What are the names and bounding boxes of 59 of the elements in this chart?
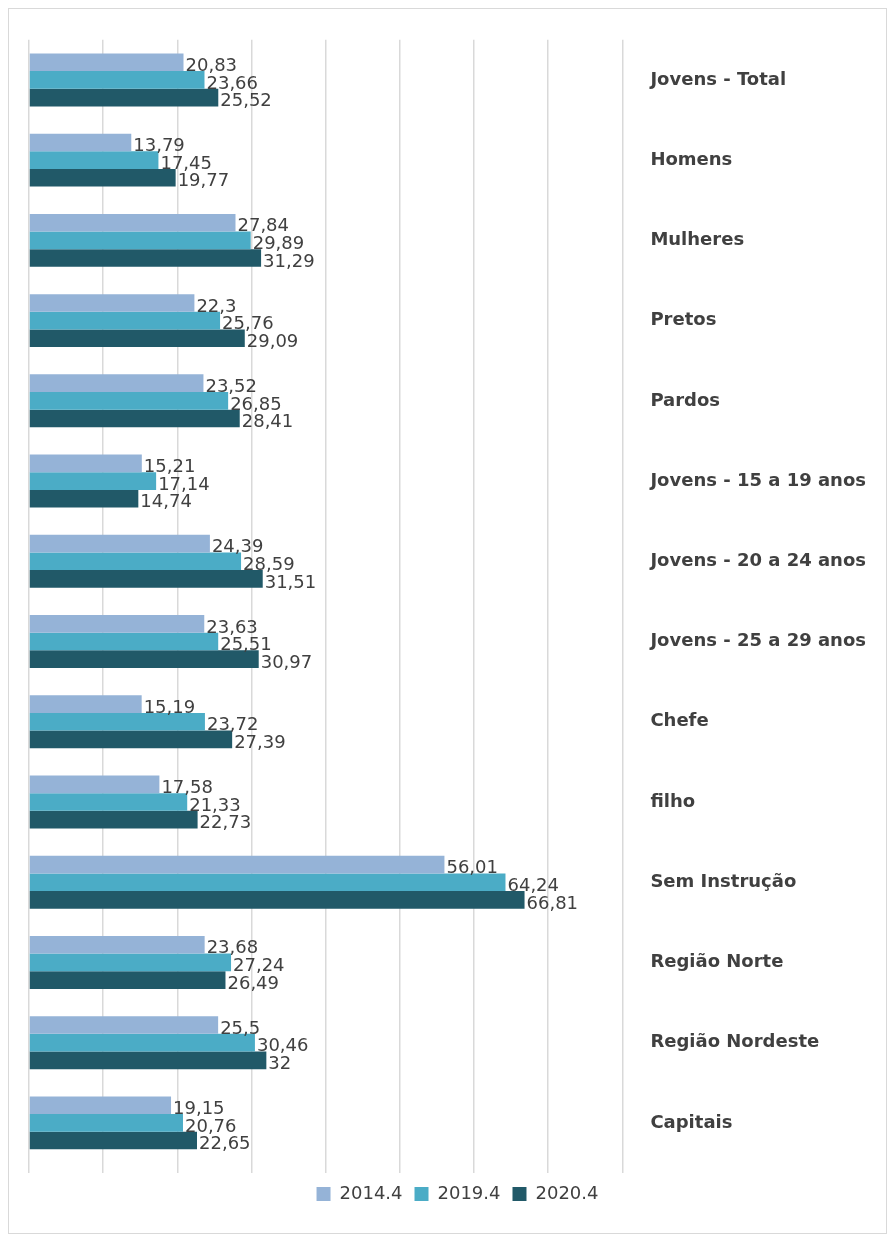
bar bbox=[29, 1114, 183, 1132]
bar bbox=[29, 151, 159, 169]
y-tick-label: Mulheres bbox=[650, 228, 745, 250]
bar bbox=[29, 873, 506, 892]
bar bbox=[29, 392, 229, 410]
y-tick-label: Capitais bbox=[650, 1110, 733, 1132]
y-tick-label: Região Nordeste bbox=[650, 1030, 820, 1052]
bar bbox=[29, 615, 205, 633]
bar bbox=[29, 534, 210, 553]
bar bbox=[29, 1051, 267, 1070]
bar bbox=[29, 855, 445, 874]
bar bbox=[29, 454, 142, 473]
bar bbox=[29, 1016, 219, 1034]
bar bbox=[29, 953, 232, 972]
bar bbox=[29, 891, 525, 909]
bar bbox=[29, 71, 205, 89]
data-label: 23,52 bbox=[205, 374, 257, 396]
bar bbox=[29, 489, 139, 508]
data-label: 64,24 bbox=[507, 873, 560, 895]
bar bbox=[29, 793, 188, 811]
bar bbox=[29, 53, 184, 72]
y-tick-label: Chefe bbox=[650, 709, 709, 731]
y-tick-label: Pretos bbox=[650, 308, 717, 330]
bar bbox=[29, 695, 142, 713]
y-tick-label: Jovens - 15 a 19 anos bbox=[648, 468, 866, 490]
y-tick-label: filho bbox=[650, 789, 696, 811]
bar bbox=[29, 133, 132, 152]
data-label: 56,01 bbox=[446, 856, 498, 878]
bar bbox=[29, 472, 157, 490]
data-label: 15,21 bbox=[143, 455, 196, 477]
y-tick-label: Região Norte bbox=[650, 950, 784, 972]
bar bbox=[29, 971, 226, 989]
bar bbox=[29, 570, 263, 588]
bar bbox=[29, 1096, 172, 1115]
bar bbox=[29, 730, 233, 749]
bar bbox=[29, 329, 245, 348]
legend-label: 2014.4 bbox=[339, 1181, 403, 1203]
bar bbox=[29, 552, 242, 571]
y-tick-label: Homens bbox=[650, 147, 733, 169]
bar bbox=[29, 775, 160, 794]
y-tick-label: Jovens - 25 a 29 anos bbox=[648, 629, 866, 651]
y-tick-label: Sem Instrução bbox=[650, 869, 797, 891]
y-tick-label: Jovens - Total bbox=[648, 67, 787, 89]
y-tick-label: Pardos bbox=[650, 388, 721, 410]
legend-label: 2019.4 bbox=[437, 1181, 501, 1203]
bar bbox=[29, 231, 251, 250]
data-label: 19,15 bbox=[173, 1096, 225, 1118]
bar bbox=[29, 249, 262, 267]
bar bbox=[29, 650, 259, 668]
data-label: 23,63 bbox=[206, 615, 258, 637]
bar bbox=[29, 294, 195, 312]
bar bbox=[29, 935, 205, 954]
data-label: 20,83 bbox=[185, 53, 238, 75]
bar bbox=[29, 213, 236, 232]
y-tick-label: Jovens - 20 a 24 anos bbox=[648, 548, 866, 570]
bar bbox=[29, 374, 204, 392]
data-label: 15,19 bbox=[143, 695, 196, 717]
data-label: 30,97 bbox=[260, 650, 313, 672]
legend-label: 2020.4 bbox=[535, 1181, 599, 1203]
